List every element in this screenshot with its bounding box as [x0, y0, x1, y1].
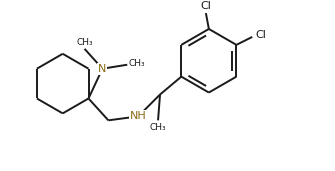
- Text: CH₃: CH₃: [76, 38, 93, 47]
- Text: CH₃: CH₃: [150, 123, 166, 132]
- Text: N: N: [98, 64, 107, 74]
- Text: NH: NH: [130, 111, 146, 121]
- Text: Cl: Cl: [200, 1, 211, 11]
- Text: CH₃: CH₃: [129, 59, 145, 68]
- Text: Cl: Cl: [256, 30, 267, 40]
